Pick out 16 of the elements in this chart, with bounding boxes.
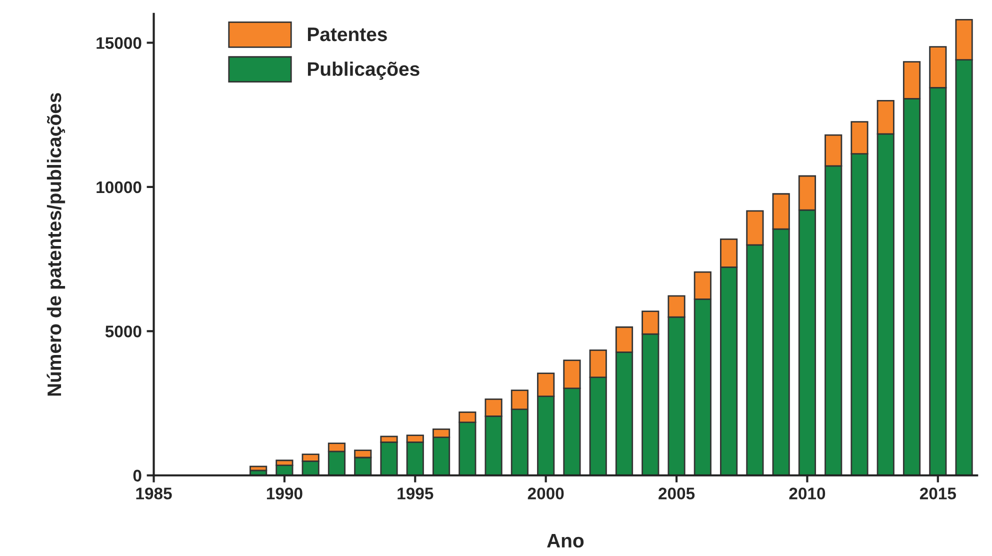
y-tick-label: 0 — [133, 470, 142, 482]
bar — [250, 466, 268, 472]
x-tick-label: 2000 — [528, 488, 564, 500]
x-tick-label: 1990 — [266, 488, 302, 500]
y-tick-label: 5000 — [105, 326, 142, 338]
x-tick-label: 1995 — [398, 488, 434, 500]
legend-label: Publicações — [308, 62, 420, 80]
x-tick-label: 2015 — [920, 488, 956, 500]
y-axis-title: Número de patentes/publicações — [46, 93, 66, 396]
legend-label: Patentes — [308, 28, 387, 42]
y-tick-label: 15000 — [96, 37, 142, 49]
x-tick-label: 2010 — [789, 488, 826, 500]
x-tick-label: 2005 — [658, 488, 695, 500]
y-tick-label: 10000 — [96, 181, 142, 194]
x-tick-label: 1985 — [136, 488, 172, 500]
x-axis-title: Ano — [547, 534, 584, 548]
